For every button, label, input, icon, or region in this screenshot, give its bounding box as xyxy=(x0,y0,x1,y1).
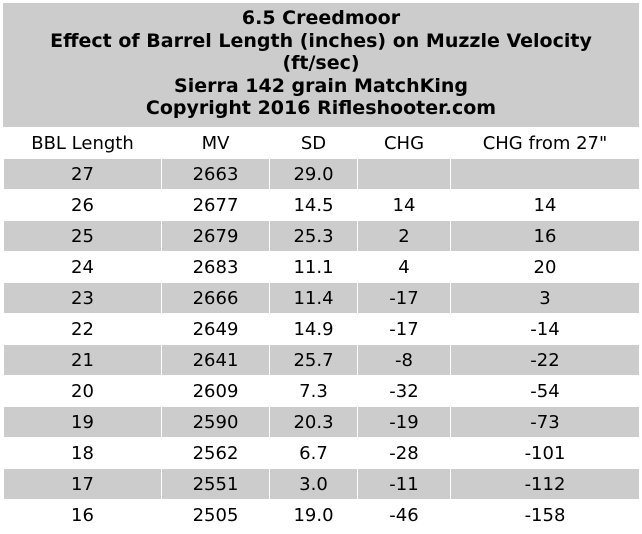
title-block: 6.5 Creedmoor Effect of Barrel Length (i… xyxy=(3,3,639,127)
cell-bbl-length: 17 xyxy=(3,468,162,500)
cell-mv: 2641 xyxy=(161,344,270,376)
cell-sd: 3.0 xyxy=(269,468,358,500)
cell-sd: 19.0 xyxy=(269,499,358,531)
table-row: 27 2663 29.0 xyxy=(3,158,640,190)
cell-sd: 25.3 xyxy=(269,220,358,252)
cell-mv: 2663 xyxy=(161,158,270,190)
header-sd: SD xyxy=(269,127,358,159)
cell-chg-from-27: 3 xyxy=(450,282,640,314)
cell-mv: 2683 xyxy=(161,251,270,283)
velocity-table: BBL Length MV SD CHG CHG from 27" 27 266… xyxy=(3,127,640,531)
header-bbl-length: BBL Length xyxy=(3,127,162,159)
table-row: 18 2562 6.7 -28 -101 xyxy=(3,437,640,469)
cell-chg xyxy=(357,158,451,190)
title-units: (ft/sec) xyxy=(282,52,360,74)
table-row: 22 2649 14.9 -17 -14 xyxy=(3,313,640,345)
cell-bbl-length: 22 xyxy=(3,313,162,345)
cell-chg-from-27: -112 xyxy=(450,468,640,500)
cell-chg: -19 xyxy=(357,406,451,438)
table-row: 17 2551 3.0 -11 -112 xyxy=(3,468,640,500)
cell-mv: 2649 xyxy=(161,313,270,345)
cell-chg-from-27: -22 xyxy=(450,344,640,376)
cell-chg: -17 xyxy=(357,313,451,345)
cell-bbl-length: 23 xyxy=(3,282,162,314)
cell-bbl-length: 19 xyxy=(3,406,162,438)
table-row: 21 2641 25.7 -8 -22 xyxy=(3,344,640,376)
title-copyright: Copyright 2016 Rifleshooter.com xyxy=(145,97,497,119)
table-row: 23 2666 11.4 -17 3 xyxy=(3,282,640,314)
data-sheet: 6.5 Creedmoor Effect of Barrel Length (i… xyxy=(3,3,640,531)
cell-sd: 14.9 xyxy=(269,313,358,345)
cell-bbl-length: 20 xyxy=(3,375,162,407)
header-row: BBL Length MV SD CHG CHG from 27" xyxy=(3,127,640,159)
header-mv: MV xyxy=(161,127,270,159)
cell-mv: 2562 xyxy=(161,437,270,469)
cell-sd: 11.1 xyxy=(269,251,358,283)
cell-mv: 2551 xyxy=(161,468,270,500)
cell-bbl-length: 16 xyxy=(3,499,162,531)
cell-chg-from-27: -14 xyxy=(450,313,640,345)
title-caliber: 6.5 Creedmoor xyxy=(241,7,401,29)
cell-chg: 2 xyxy=(357,220,451,252)
cell-chg: 4 xyxy=(357,251,451,283)
cell-bbl-length: 24 xyxy=(3,251,162,283)
table-row: 19 2590 20.3 -19 -73 xyxy=(3,406,640,438)
title-bullet: Sierra 142 grain MatchKing xyxy=(174,74,468,97)
table-row: 26 2677 14.5 14 14 xyxy=(3,189,640,221)
header-chg: CHG xyxy=(357,127,451,159)
cell-mv: 2679 xyxy=(161,220,270,252)
cell-chg: 14 xyxy=(357,189,451,221)
cell-sd: 14.5 xyxy=(269,189,358,221)
cell-mv: 2590 xyxy=(161,406,270,438)
cell-mv: 2609 xyxy=(161,375,270,407)
table-row: 20 2609 7.3 -32 -54 xyxy=(3,375,640,407)
cell-chg: -8 xyxy=(357,344,451,376)
cell-mv: 2677 xyxy=(161,189,270,221)
cell-chg-from-27: -101 xyxy=(450,437,640,469)
table-row: 16 2505 19.0 -46 -158 xyxy=(3,499,640,531)
cell-chg-from-27: 16 xyxy=(450,220,640,252)
cell-sd: 6.7 xyxy=(269,437,358,469)
cell-sd: 7.3 xyxy=(269,375,358,407)
cell-sd: 20.3 xyxy=(269,406,358,438)
cell-sd: 25.7 xyxy=(269,344,358,376)
cell-chg: -46 xyxy=(357,499,451,531)
title-subject: Effect of Barrel Length (inches) on Muzz… xyxy=(50,29,592,52)
cell-sd: 29.0 xyxy=(269,158,358,190)
cell-bbl-length: 18 xyxy=(3,437,162,469)
cell-mv: 2505 xyxy=(161,499,270,531)
cell-chg: -11 xyxy=(357,468,451,500)
cell-chg-from-27: -158 xyxy=(450,499,640,531)
cell-chg-from-27 xyxy=(450,158,640,190)
cell-chg-from-27: -54 xyxy=(450,375,640,407)
header-chg-from-27: CHG from 27" xyxy=(450,127,640,159)
cell-chg: -28 xyxy=(357,437,451,469)
cell-chg-from-27: -73 xyxy=(450,406,640,438)
cell-chg: -32 xyxy=(357,375,451,407)
cell-chg-from-27: 14 xyxy=(450,189,640,221)
cell-chg-from-27: 20 xyxy=(450,251,640,283)
cell-bbl-length: 21 xyxy=(3,344,162,376)
cell-bbl-length: 27 xyxy=(3,158,162,190)
cell-mv: 2666 xyxy=(161,282,270,314)
cell-bbl-length: 25 xyxy=(3,220,162,252)
table-row: 24 2683 11.1 4 20 xyxy=(3,251,640,283)
cell-chg: -17 xyxy=(357,282,451,314)
table-row: 25 2679 25.3 2 16 xyxy=(3,220,640,252)
cell-bbl-length: 26 xyxy=(3,189,162,221)
cell-sd: 11.4 xyxy=(269,282,358,314)
